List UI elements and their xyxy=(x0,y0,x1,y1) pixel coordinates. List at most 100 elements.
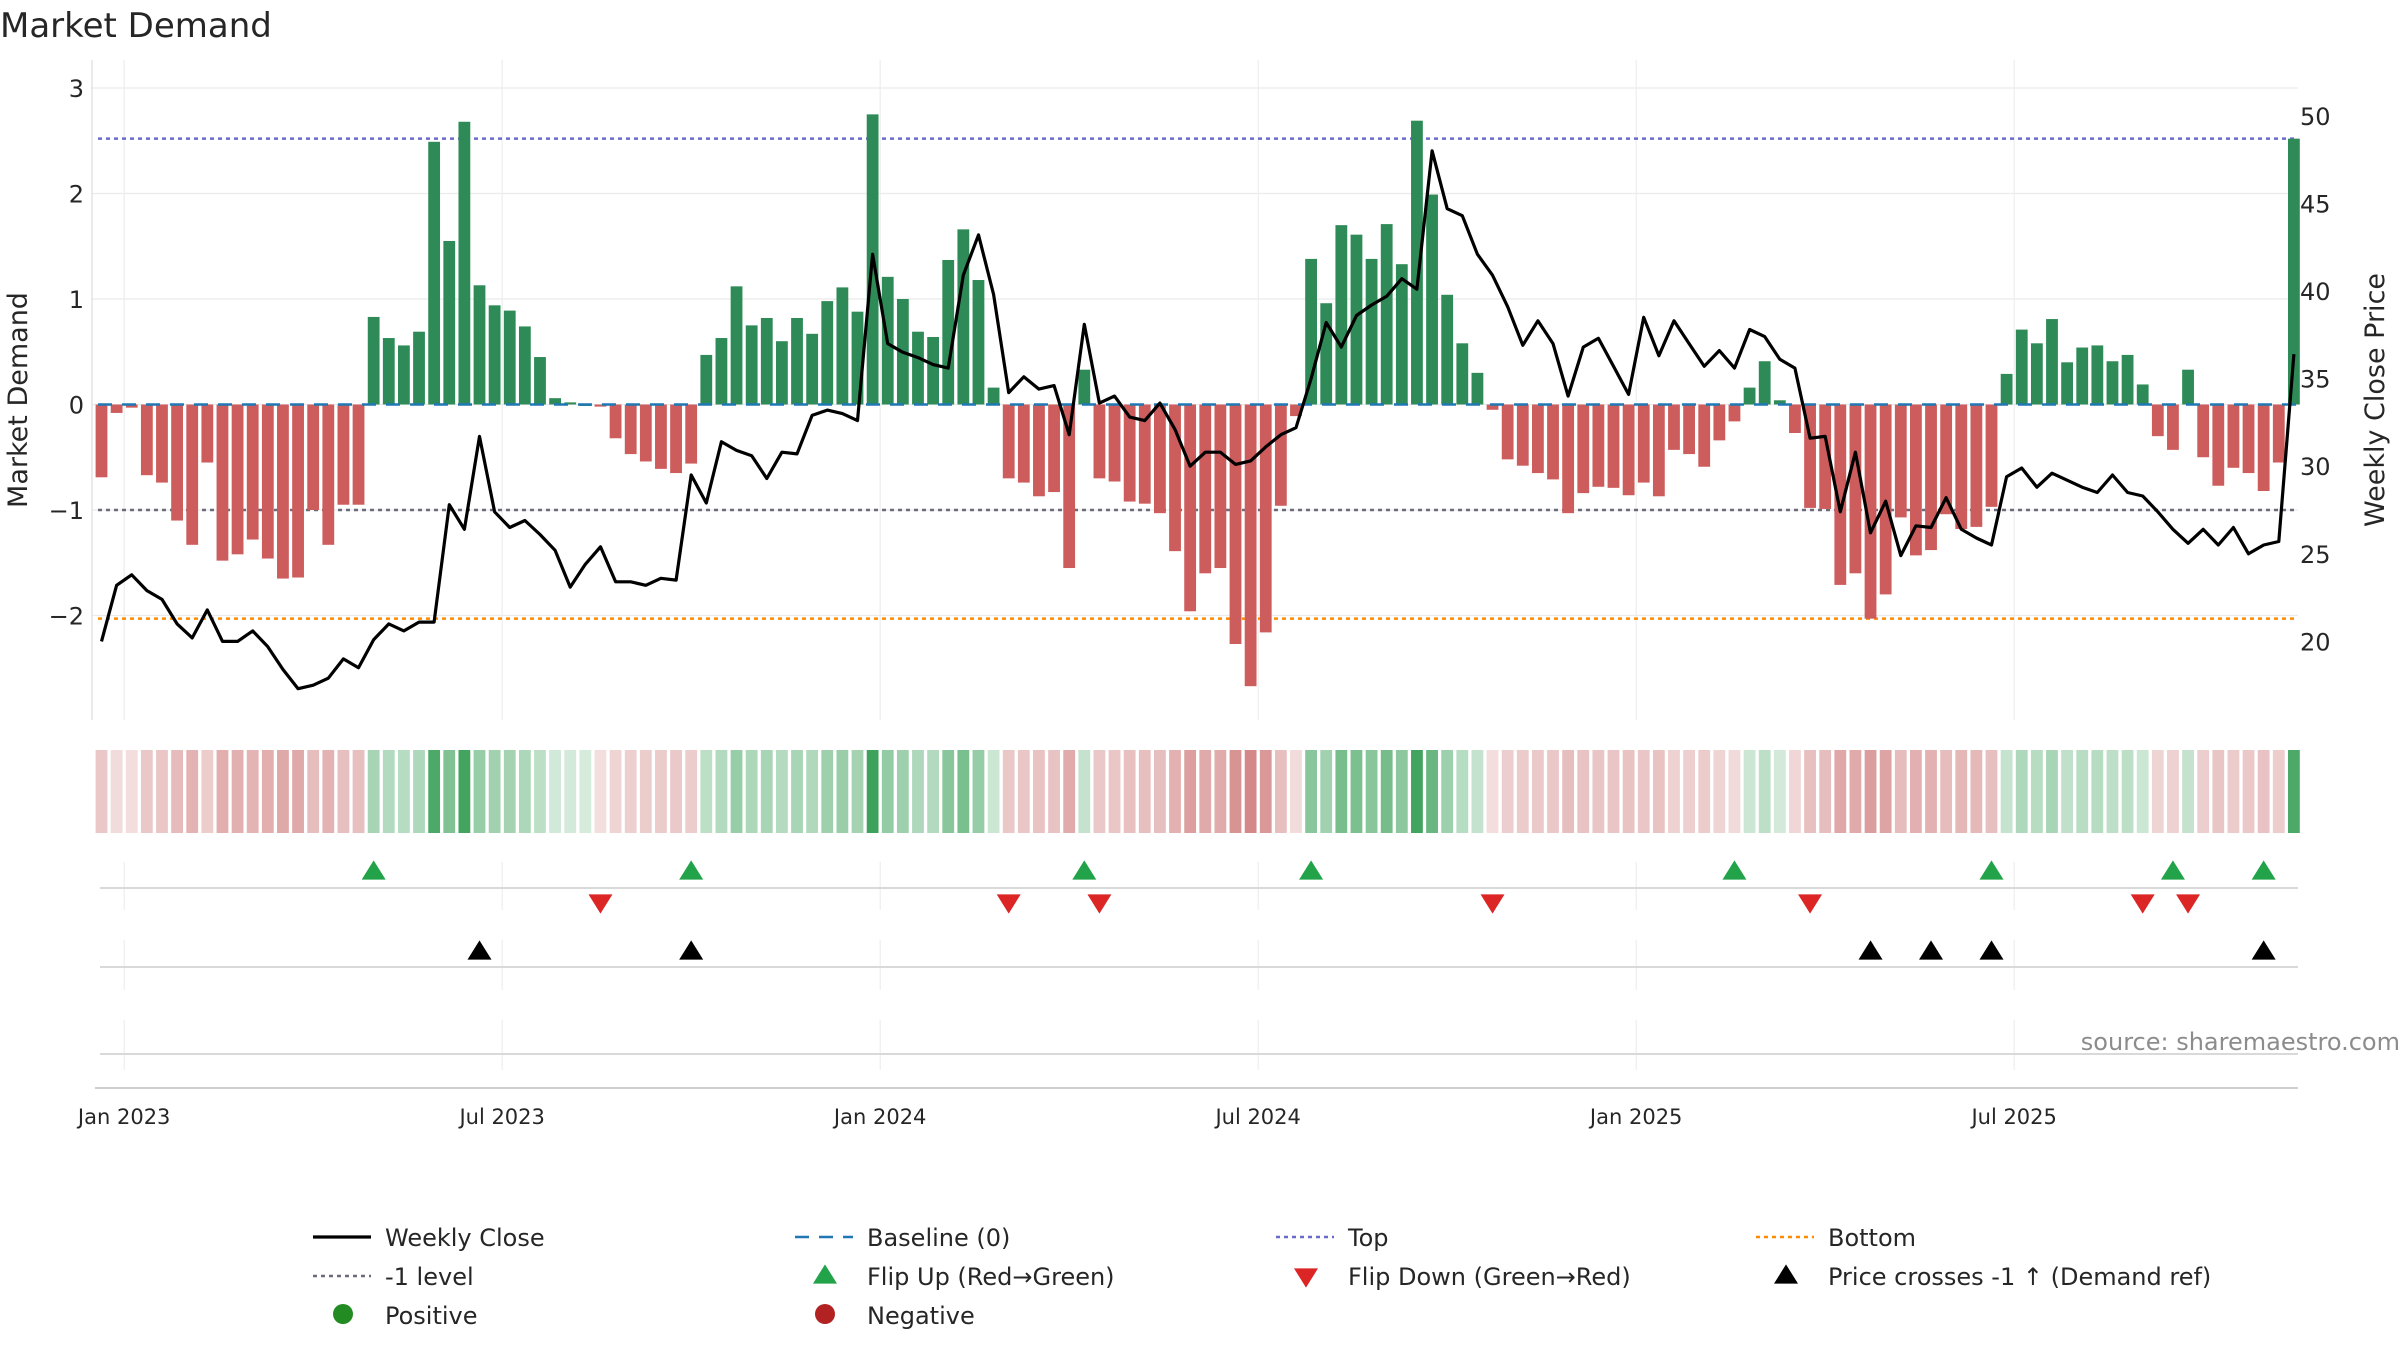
demand-bar xyxy=(1335,225,1348,405)
heat-cell xyxy=(2076,750,2089,833)
heat-cell xyxy=(261,750,274,833)
flip-up-marker xyxy=(361,860,386,880)
legend-minus-one: -1 level xyxy=(385,1263,474,1291)
demand-bar xyxy=(1743,387,1756,405)
demand-bar xyxy=(1713,404,1726,441)
heat-cell xyxy=(1501,750,1514,833)
heat-cell xyxy=(488,750,501,833)
x-tick-label: Jan 2023 xyxy=(76,1105,171,1129)
demand-bar xyxy=(2091,345,2104,405)
demand-bars xyxy=(95,114,2300,687)
heat-cell xyxy=(851,750,864,833)
demand-bar xyxy=(1441,294,1454,405)
demand-bar xyxy=(2061,362,2073,405)
demand-bar xyxy=(927,336,939,405)
weekly-close-series xyxy=(99,149,2296,691)
demand-bar xyxy=(1184,404,1197,612)
heat-cell xyxy=(171,750,183,833)
flip-down-marker xyxy=(1798,894,1823,914)
heat-cell xyxy=(927,750,939,833)
demand-bar xyxy=(1607,404,1620,488)
demand-bar xyxy=(2257,404,2270,492)
heat-cell xyxy=(2000,750,2013,833)
heat-cell xyxy=(1985,750,1998,833)
flip-up-marker xyxy=(1722,860,1747,880)
demand-bar xyxy=(1199,404,1212,574)
demand-bar xyxy=(171,404,183,521)
heat-cell xyxy=(564,750,577,833)
demand-bar xyxy=(1108,404,1121,482)
demand-bar xyxy=(1486,404,1499,410)
heat-cell xyxy=(1108,750,1121,833)
heat-cell xyxy=(715,750,728,833)
demand-bar xyxy=(836,287,849,405)
flip-up-marker xyxy=(1072,860,1097,880)
heat-cell xyxy=(2061,750,2073,833)
demand-bar xyxy=(1804,404,1816,508)
demand-bar xyxy=(1426,194,1438,405)
demand-bar xyxy=(518,326,531,405)
heat-cell xyxy=(503,750,516,833)
heat-cell xyxy=(1229,750,1242,833)
heat-cell xyxy=(912,750,924,833)
demand-bar xyxy=(2212,404,2225,486)
demand-bar xyxy=(1834,404,1847,585)
demand-bar xyxy=(1547,404,1559,480)
heat-cell xyxy=(1154,750,1166,833)
demand-bar xyxy=(1532,404,1544,474)
event-markers xyxy=(100,860,2298,1055)
heat-cell xyxy=(1864,750,1877,833)
heat-cell xyxy=(1849,750,1862,833)
demand-bar xyxy=(1048,404,1060,493)
heat-cell xyxy=(791,750,803,833)
price-cross-marker xyxy=(1919,940,1944,960)
demand-bar xyxy=(2242,404,2255,474)
heat-cell xyxy=(866,750,879,833)
demand-bar xyxy=(670,404,682,474)
demand-bar xyxy=(1728,404,1741,422)
heat-cell xyxy=(1380,750,1393,833)
heat-cell xyxy=(2242,750,2255,833)
heat-cell xyxy=(2257,750,2270,833)
heat-cell xyxy=(881,750,894,833)
heat-cell xyxy=(987,750,1000,833)
demand-bar xyxy=(2151,404,2164,437)
y-left-tick-label: 2 xyxy=(69,181,84,209)
demand-bar xyxy=(2000,373,2013,405)
heat-cell xyxy=(821,750,834,833)
heat-cell xyxy=(1713,750,1726,833)
y-right-tick-label: 45 xyxy=(2300,190,2331,218)
demand-bar xyxy=(503,310,516,405)
demand-bar xyxy=(2046,319,2058,405)
heat-cell xyxy=(1093,750,1106,833)
heat-cell xyxy=(201,750,214,833)
demand-bar xyxy=(2121,354,2134,405)
heat-cell xyxy=(277,750,289,833)
demand-bar xyxy=(2015,329,2028,405)
heat-cell xyxy=(670,750,682,833)
demand-bar xyxy=(745,325,758,405)
heat-cell xyxy=(1441,750,1454,833)
x-tick-label: Jan 2024 xyxy=(832,1105,927,1129)
y-right-tick-label: 40 xyxy=(2300,278,2331,306)
heat-cell xyxy=(1456,750,1469,833)
demand-bar xyxy=(1955,404,1968,529)
heat-cell xyxy=(1804,750,1816,833)
price-cross-marker xyxy=(1858,940,1883,960)
heat-cell xyxy=(730,750,743,833)
demand-bar xyxy=(1169,404,1181,552)
demand-bar xyxy=(851,311,864,405)
heat-cell xyxy=(367,750,380,833)
heat-cell xyxy=(1365,750,1378,833)
heat-cell xyxy=(1033,750,1045,833)
demand-bar xyxy=(1910,404,1922,556)
demand-bar xyxy=(1290,404,1302,417)
heat-cell xyxy=(1789,750,1801,833)
heat-cell xyxy=(246,750,259,833)
demand-bar xyxy=(1229,404,1242,644)
demand-bar xyxy=(624,404,637,455)
flip-up-marker xyxy=(2251,860,2276,880)
heat-cell xyxy=(2046,750,2058,833)
demand-bar xyxy=(1380,224,1393,405)
